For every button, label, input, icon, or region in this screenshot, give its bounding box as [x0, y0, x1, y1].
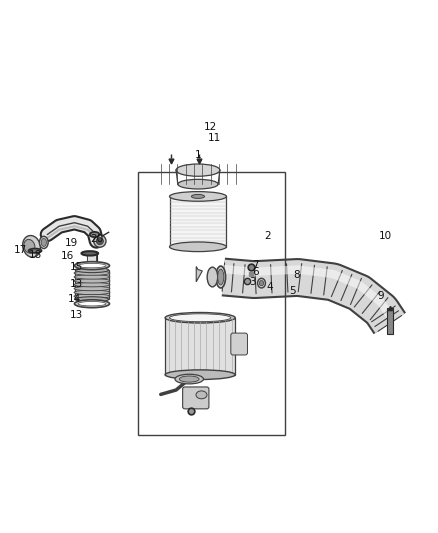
Text: 16: 16: [61, 252, 74, 261]
Text: 19: 19: [64, 238, 78, 248]
Ellipse shape: [218, 269, 224, 285]
Text: 3: 3: [249, 277, 256, 287]
Text: 12: 12: [204, 122, 217, 132]
Ellipse shape: [178, 179, 218, 189]
Polygon shape: [196, 266, 202, 282]
Text: 15: 15: [70, 262, 83, 271]
Text: 14: 14: [68, 294, 81, 304]
Ellipse shape: [74, 262, 110, 270]
Ellipse shape: [74, 286, 110, 290]
Ellipse shape: [170, 242, 226, 252]
Bar: [75, 270, 109, 300]
Ellipse shape: [81, 251, 98, 255]
Ellipse shape: [165, 312, 235, 323]
Ellipse shape: [170, 191, 226, 201]
Ellipse shape: [170, 314, 231, 322]
Ellipse shape: [196, 391, 207, 399]
Ellipse shape: [23, 236, 40, 257]
Bar: [165, 318, 235, 375]
Ellipse shape: [175, 374, 203, 384]
Ellipse shape: [176, 164, 220, 176]
Ellipse shape: [75, 268, 109, 273]
Text: 5: 5: [289, 286, 296, 296]
Text: 4: 4: [266, 282, 273, 292]
Bar: [138, 172, 285, 435]
Text: 6: 6: [252, 266, 259, 277]
Ellipse shape: [28, 248, 42, 253]
FancyBboxPatch shape: [183, 387, 209, 409]
Ellipse shape: [78, 263, 106, 268]
Text: 1: 1: [194, 150, 201, 160]
Ellipse shape: [74, 290, 110, 295]
Text: 17: 17: [14, 245, 27, 255]
Ellipse shape: [74, 279, 110, 283]
Text: 11: 11: [208, 133, 221, 143]
Ellipse shape: [180, 376, 199, 382]
Ellipse shape: [191, 195, 205, 198]
Text: 10: 10: [379, 231, 392, 241]
Text: 9: 9: [378, 291, 385, 301]
Ellipse shape: [94, 235, 106, 247]
Ellipse shape: [24, 239, 35, 253]
Ellipse shape: [258, 278, 265, 288]
FancyBboxPatch shape: [231, 333, 247, 355]
Ellipse shape: [78, 302, 106, 306]
Text: 13: 13: [70, 310, 83, 320]
Ellipse shape: [74, 282, 110, 287]
Ellipse shape: [259, 280, 264, 286]
Ellipse shape: [207, 267, 218, 287]
Ellipse shape: [41, 238, 46, 246]
Ellipse shape: [96, 238, 103, 245]
Ellipse shape: [165, 370, 235, 379]
Ellipse shape: [216, 266, 226, 288]
Text: 20: 20: [91, 235, 104, 244]
Ellipse shape: [75, 297, 109, 302]
Bar: [170, 197, 226, 247]
Text: 7: 7: [252, 260, 259, 270]
Ellipse shape: [90, 232, 99, 237]
Ellipse shape: [74, 300, 110, 308]
Bar: [387, 308, 393, 334]
Ellipse shape: [74, 274, 110, 279]
Ellipse shape: [39, 236, 48, 248]
Text: 18: 18: [29, 250, 42, 260]
Ellipse shape: [74, 294, 110, 298]
Text: 8: 8: [293, 270, 300, 280]
Text: 2: 2: [264, 231, 271, 241]
Text: 13: 13: [70, 279, 83, 289]
Ellipse shape: [74, 271, 110, 275]
